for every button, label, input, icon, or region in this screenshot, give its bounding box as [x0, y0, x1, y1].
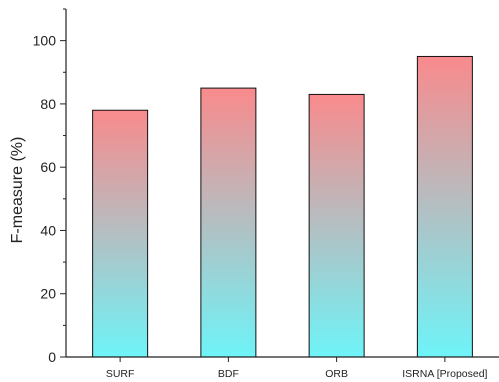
y-tick-label: 40	[40, 222, 56, 238]
y-tick-label: 100	[33, 33, 57, 49]
bar-orb	[308, 93, 365, 358]
y-axis-title: F-measure (%)	[9, 137, 26, 244]
x-tick-label: BDF	[218, 368, 239, 380]
y-tick-label: 80	[40, 96, 56, 112]
bar-surf	[92, 109, 149, 358]
bars-group	[92, 55, 473, 358]
bar-isrna-proposed	[416, 55, 473, 358]
bar-bdf	[200, 87, 257, 358]
y-tick-label: 0	[48, 349, 56, 365]
y-ticks-group: 0 20 40 60 80 100	[33, 8, 66, 365]
x-tick-label: ISRNA [Proposed]	[402, 368, 487, 380]
y-tick-label: 60	[40, 159, 56, 175]
x-tick-label: SURF	[106, 368, 135, 380]
x-tick-label: ORB	[325, 368, 348, 380]
x-ticks-group: SURF BDF ORB ISRNA [Proposed]	[106, 357, 488, 380]
y-tick-label: 20	[40, 286, 56, 302]
